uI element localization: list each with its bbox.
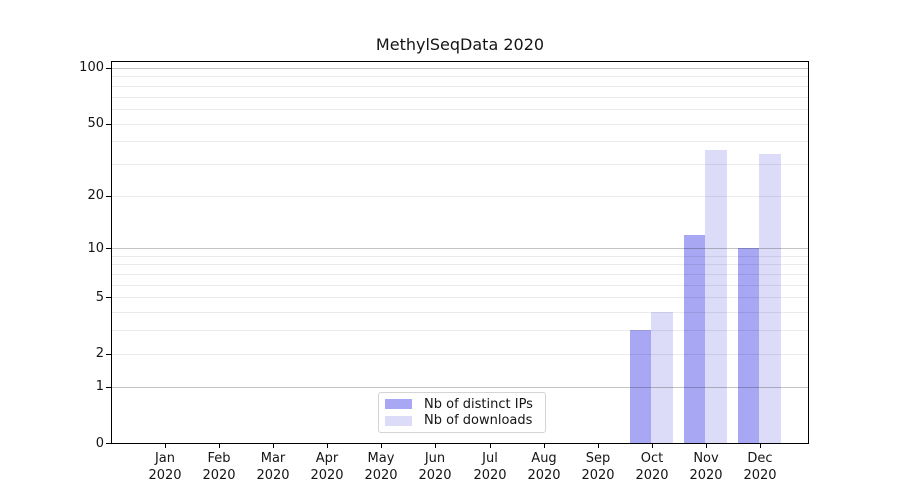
x-tick-label-aug-2020: Aug 2020 [527,451,561,483]
gridline-50 [112,124,808,125]
y-tick-mark-50 [106,124,111,125]
legend-label-downloads: Nb of downloads [424,413,533,429]
x-tick-label-apr-2020: Apr 2020 [310,451,344,483]
x-tick-mark-jan-2020 [165,444,166,448]
x-tick-mark-feb-2020 [219,444,220,448]
bars-layer [112,62,808,443]
gridline-8 [112,264,808,265]
y-tick-mark-10 [106,248,111,249]
x-tick-mark-oct-2020 [652,444,653,448]
x-tick-label-dec-2020: Dec 2020 [743,451,777,483]
gridline-4 [112,312,808,313]
y-tick-mark-2 [106,354,111,355]
bar-nb-of-distinct-ips-oct-2020 [629,330,652,443]
legend-swatch-distinct-ips [385,399,412,410]
gridline-100 [112,68,808,69]
legend-swatch-downloads [385,415,412,426]
x-tick-label-sep-2020: Sep 2020 [581,451,615,483]
x-tick-mark-may-2020 [381,444,382,448]
y-tick-label-5: 5 [95,290,104,305]
gridline-20 [112,196,808,197]
legend-label-distinct-ips: Nb of distinct IPs [424,396,533,412]
y-tick-label-0: 0 [95,436,104,451]
x-tick-label-nov-2020: Nov 2020 [689,451,723,483]
y-tick-mark-0 [106,443,111,444]
grid-layer [112,62,808,443]
y-tick-label-100: 100 [79,60,104,75]
x-tick-label-jun-2020: Jun 2020 [418,451,452,483]
gridline-3 [112,330,808,331]
bar-nb-of-downloads-oct-2020 [651,312,673,443]
gridline-30 [112,164,808,165]
y-tick-mark-20 [106,196,111,197]
y-tick-mark-100 [106,68,111,69]
gridline-9 [112,256,808,257]
bar-nb-of-downloads-nov-2020 [705,149,727,443]
y-tick-label-50: 50 [87,116,104,131]
gridline-2 [112,354,808,355]
x-tick-mark-jul-2020 [490,444,491,448]
chart-title: MethylSeqData 2020 [375,35,545,54]
x-tick-mark-nov-2020 [706,444,707,448]
gridline-5 [112,297,808,298]
x-tick-mark-aug-2020 [544,444,545,448]
y-tick-mark-5 [106,297,111,298]
bar-nb-of-downloads-dec-2020 [759,154,781,443]
x-tick-label-oct-2020: Oct 2020 [635,451,669,483]
legend-item-downloads: Nb of downloads [385,413,539,428]
x-tick-mark-jun-2020 [435,444,436,448]
plot-area: Nb of distinct IPs Nb of downloads [111,61,809,444]
gridline-6 [112,285,808,286]
bar-nb-of-distinct-ips-nov-2020 [683,234,706,443]
gridline-90 [112,76,808,77]
y-tick-mark-1 [106,387,111,388]
gridline-7 [112,274,808,275]
x-tick-mark-sep-2020 [598,444,599,448]
legend: Nb of distinct IPs Nb of downloads [378,392,546,433]
gridline-80 [112,86,808,87]
x-tick-mark-dec-2020 [760,444,761,448]
x-tick-mark-apr-2020 [327,444,328,448]
y-tick-label-2: 2 [95,346,104,361]
x-tick-label-may-2020: May 2020 [364,451,398,483]
x-tick-mark-mar-2020 [273,444,274,448]
x-tick-label-feb-2020: Feb 2020 [202,451,236,483]
y-tick-label-1: 1 [95,379,104,394]
bar-nb-of-distinct-ips-dec-2020 [737,248,760,443]
x-tick-label-jan-2020: Jan 2020 [148,451,182,483]
legend-item-distinct-ips: Nb of distinct IPs [385,397,539,412]
y-tick-label-20: 20 [87,188,104,203]
y-tick-label-10: 10 [87,241,104,256]
gridline-70 [112,97,808,98]
x-tick-label-jul-2020: Jul 2020 [473,451,507,483]
x-tick-label-mar-2020: Mar 2020 [256,451,290,483]
gridline-60 [112,109,808,110]
gridline-1 [112,387,808,388]
gridline-10 [112,248,808,249]
gridline-40 [112,141,808,142]
